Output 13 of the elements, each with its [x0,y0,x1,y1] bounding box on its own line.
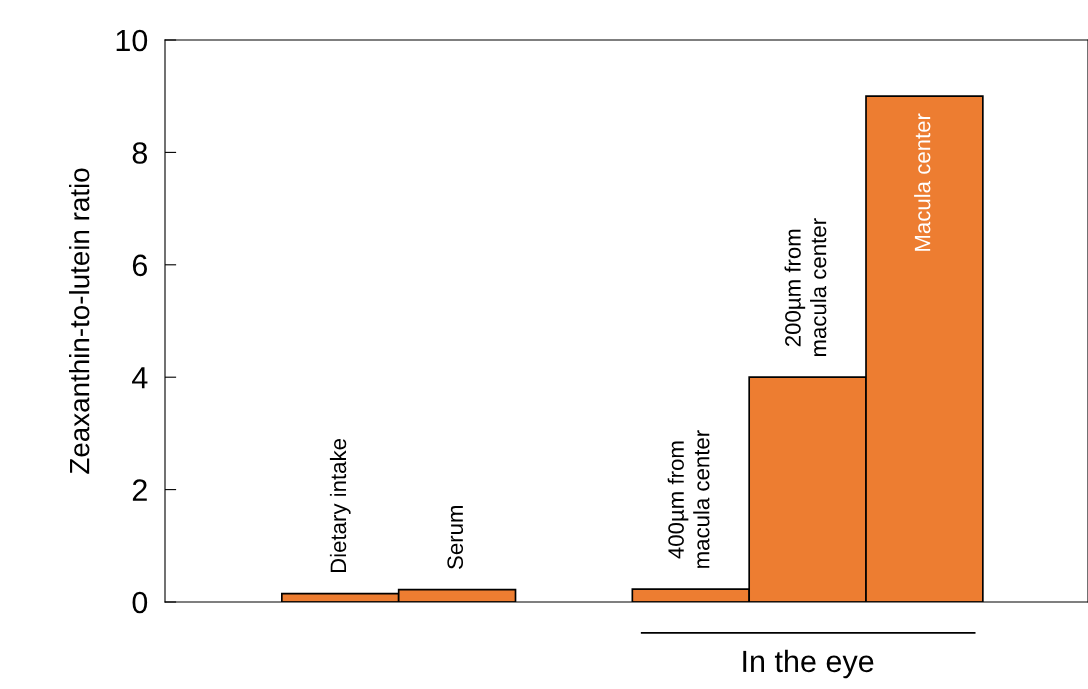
y-tick-label: 10 [116,29,148,52]
y-tick-label: 6 [132,254,147,277]
y-axis-title: Zeaxanthin-to-lutein ratio [69,168,90,474]
x-tick-label: Dietary intake [329,439,351,573]
x-tick-label: 400µm from macula center [667,430,710,568]
y-tick-label: 8 [132,142,148,164]
x-tick-label: 200µm from macula center [784,218,827,357]
x-tick-label: Macula center [914,113,931,251]
y-tick-label: 0 [132,591,148,614]
y-tick-label: 4 [132,367,148,389]
y-tick-label: 2 [132,479,147,501]
text: In the eye [743,649,874,679]
x-tick-label: Serum [447,505,464,569]
